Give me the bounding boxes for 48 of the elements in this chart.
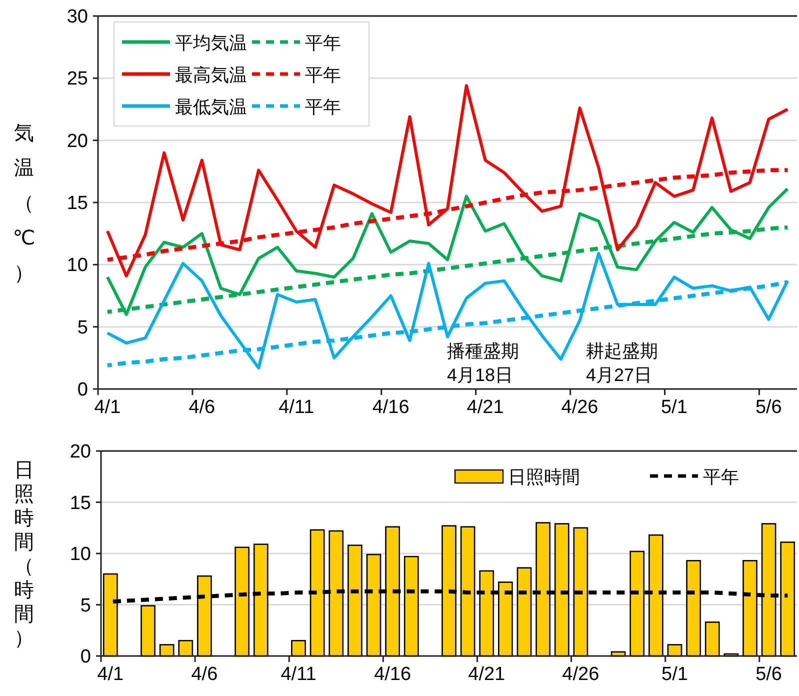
x-tick-label: 4/1 (97, 664, 124, 685)
annotation: 播種盛期 4月18日 (447, 341, 519, 385)
legend-label: 平年 (305, 97, 341, 117)
y-axis-title: 気温（℃） (12, 122, 36, 284)
bar (159, 644, 174, 657)
x-tick-label: 4/6 (191, 664, 218, 685)
y-tick-label: 5 (77, 317, 88, 338)
y-tick-label: 15 (70, 492, 91, 514)
y-tick-label: 30 (66, 6, 88, 28)
y-tick-label: 20 (66, 130, 88, 152)
y-axis-title: 日照時間（時間） (14, 460, 34, 650)
annotation: 耕起盛期 4月27日 (586, 341, 658, 385)
line-series (106, 84, 790, 278)
legend-label: 最低気温 (175, 97, 247, 117)
x-tick-label: 5/1 (660, 397, 688, 418)
x-tick-label: 4/26 (562, 664, 600, 685)
x-tick-label: 4/1 (94, 397, 121, 418)
legend-label: 平均気温 (175, 33, 247, 53)
x-tick-label: 5/6 (755, 397, 782, 418)
bar (704, 622, 720, 657)
x-tick-label: 5/6 (756, 664, 782, 685)
x-tick-label: 4/11 (278, 397, 314, 418)
legend-label: 日照時間 (508, 467, 580, 487)
x-tick-label: 4/16 (372, 397, 410, 418)
y-tick-label: 20 (70, 442, 91, 462)
bar (291, 640, 306, 657)
bar (178, 640, 194, 657)
y-tick-label: 10 (70, 544, 91, 565)
y-tick-label: 10 (66, 255, 88, 276)
x-tick-label: 4/16 (374, 664, 412, 685)
legend-label: 平年 (703, 467, 739, 487)
x-tick-label: 5/1 (662, 664, 688, 685)
x-tick-label: 4/11 (280, 664, 316, 685)
x-tick-label: 4/6 (188, 397, 216, 418)
bar (667, 644, 682, 657)
legend-label: 最高気温 (175, 65, 247, 85)
legend-label: 平年 (305, 33, 341, 53)
y-tick-label: 15 (66, 193, 88, 214)
y-tick-label: 0 (77, 380, 88, 400)
line-series (106, 187, 790, 316)
legend-label: 平年 (305, 65, 341, 85)
y-tick-label: 0 (80, 646, 91, 668)
bar (140, 605, 156, 657)
x-tick-label: 4/26 (561, 397, 598, 418)
y-tick-label: 25 (66, 68, 88, 90)
y-tick-label: 5 (80, 595, 91, 616)
x-tick-label: 4/21 (468, 664, 506, 685)
x-tick-label: 4/21 (466, 397, 504, 418)
